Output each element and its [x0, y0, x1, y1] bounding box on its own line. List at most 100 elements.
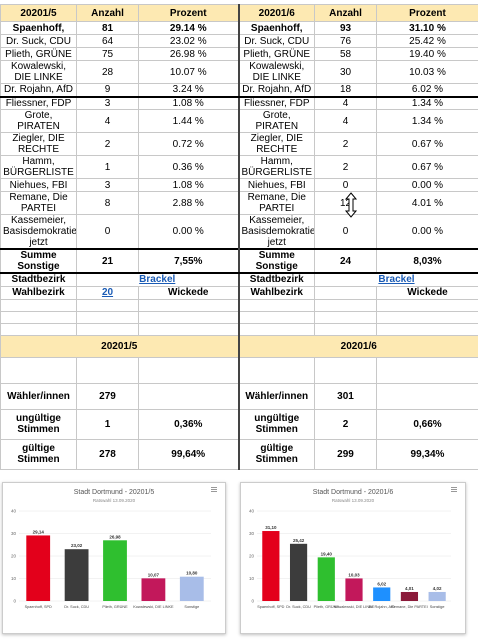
right-summe-label[interactable]: Summe Sonstige: [237, 248, 315, 274]
left-vote-count[interactable]: 8: [76, 191, 139, 215]
right-candidate-name[interactable]: Kassemeier, Basisdemokratie jetzt: [237, 214, 315, 250]
ungueltig-label[interactable]: ungültige Stimmen: [0, 408, 77, 440]
empty-cell[interactable]: [376, 356, 478, 384]
right-count-header[interactable]: Anzahl: [314, 4, 377, 22]
right-candidate-name[interactable]: Dr. Suck, CDU: [237, 34, 315, 48]
left-ungueltig-count[interactable]: 1: [76, 408, 139, 440]
left-candidate-name[interactable]: Remane, Die PARTEI: [0, 191, 77, 215]
empty-cell[interactable]: [314, 298, 377, 312]
right-vote-percent[interactable]: 10.03 %: [376, 60, 478, 84]
right-vote-percent[interactable]: 1.34 %: [376, 96, 478, 110]
left-vote-count[interactable]: 28: [76, 60, 139, 84]
right-vote-percent[interactable]: 25.42 %: [376, 34, 478, 48]
right-vote-count[interactable]: 0: [314, 178, 377, 192]
waehler-label[interactable]: Wähler/innen: [0, 382, 77, 410]
empty-cell[interactable]: [138, 356, 239, 384]
right-vote-percent[interactable]: 4.01 %: [376, 191, 478, 215]
empty-cell[interactable]: [138, 298, 239, 312]
left-percent-header[interactable]: Prozent: [138, 4, 239, 22]
left-district-header[interactable]: 20201/5: [0, 4, 77, 22]
right-candidate-name[interactable]: Kowalewski, DIE LINKE: [237, 60, 315, 84]
right-ungueltig-count[interactable]: 2: [314, 408, 377, 440]
right-vote-percent[interactable]: 6.02 %: [376, 83, 478, 98]
left-vote-count[interactable]: 1: [76, 155, 139, 179]
empty-cell[interactable]: [0, 322, 77, 336]
left-vote-percent[interactable]: 1.08 %: [138, 178, 239, 192]
empty-cell[interactable]: [376, 382, 478, 410]
left-vote-percent[interactable]: 2.88 %: [138, 191, 239, 215]
empty-cell[interactable]: [138, 310, 239, 324]
left-candidate-name[interactable]: Spaenhoff,: [0, 21, 77, 35]
right-waehler-count[interactable]: 301: [314, 382, 377, 410]
left-vote-count[interactable]: 75: [76, 47, 139, 61]
right-vote-count[interactable]: 4: [314, 96, 377, 110]
left-wahlbezirk-name[interactable]: Wickede: [138, 285, 239, 300]
left-summe-percent[interactable]: 7,55%: [138, 248, 239, 274]
left-summary-title[interactable]: 20201/5: [0, 334, 239, 358]
left-vote-count[interactable]: 0: [76, 214, 139, 250]
left-vote-count[interactable]: 9: [76, 83, 139, 98]
right-candidate-name[interactable]: Grote, PIRATEN: [237, 109, 315, 133]
left-vote-percent[interactable]: 1.44 %: [138, 109, 239, 133]
left-candidate-name[interactable]: Ziegler, DIE RECHTE: [0, 132, 77, 156]
left-candidate-name[interactable]: Dr. Suck, CDU: [0, 34, 77, 48]
left-candidate-name[interactable]: Grote, PIRATEN: [0, 109, 77, 133]
right-vote-count[interactable]: 0: [314, 214, 377, 250]
left-candidate-name[interactable]: Dr. Rojahn, AfD: [0, 83, 77, 98]
empty-cell[interactable]: [76, 310, 139, 324]
left-vote-percent[interactable]: 26.98 %: [138, 47, 239, 61]
empty-cell[interactable]: [376, 298, 478, 312]
left-gueltig-count[interactable]: 278: [76, 438, 139, 470]
right-vote-count[interactable]: 30: [314, 60, 377, 84]
right-vote-count[interactable]: 76: [314, 34, 377, 48]
right-gueltig-count[interactable]: 299: [314, 438, 377, 470]
right-vote-count[interactable]: 18: [314, 83, 377, 98]
empty-cell[interactable]: [376, 310, 478, 324]
left-wahlbezirk-link[interactable]: 20: [76, 285, 139, 300]
left-candidate-name[interactable]: Fliessner, FDP: [0, 96, 77, 110]
right-candidate-name[interactable]: Dr. Rojahn, AfD: [237, 83, 315, 98]
empty-cell[interactable]: [0, 356, 77, 384]
left-ungueltig-percent[interactable]: 0,36%: [138, 408, 239, 440]
empty-cell[interactable]: [237, 322, 315, 336]
left-vote-count[interactable]: 3: [76, 178, 139, 192]
empty-cell[interactable]: [76, 322, 139, 336]
right-summary-title[interactable]: 20201/6: [237, 334, 478, 358]
right-candidate-name[interactable]: Fliessner, FDP: [237, 96, 315, 110]
right-vote-count[interactable]: 4: [314, 109, 377, 133]
empty-cell[interactable]: [0, 298, 77, 312]
right-vote-count[interactable]: 2: [314, 132, 377, 156]
right-candidate-name[interactable]: Spaenhoff,: [237, 21, 315, 35]
left-waehler-count[interactable]: 279: [76, 382, 139, 410]
right-gueltig-label[interactable]: gültige Stimmen: [237, 438, 315, 470]
chart-20201-5[interactable]: Stadt Dortmund - 20201/5 Ratswahl 13.09.2…: [2, 482, 226, 634]
left-vote-percent[interactable]: 3.24 %: [138, 83, 239, 98]
right-ungueltig-percent[interactable]: 0,66%: [376, 408, 478, 440]
right-wahlbezirk-value[interactable]: [314, 285, 377, 300]
right-vote-percent[interactable]: 31.10 %: [376, 21, 478, 35]
wahlbezirk-label[interactable]: Wahlbezirk: [0, 285, 77, 300]
chart-20201-6[interactable]: Stadt Dortmund - 20201/6 Ratswahl 13.09.2…: [240, 482, 466, 634]
right-percent-header[interactable]: Prozent: [376, 4, 478, 22]
right-vote-percent[interactable]: 0.00 %: [376, 178, 478, 192]
empty-cell[interactable]: [314, 322, 377, 336]
left-stadtbezirk-link[interactable]: Brackel: [76, 272, 239, 287]
empty-cell[interactable]: [0, 310, 77, 324]
right-vote-percent[interactable]: 0.67 %: [376, 155, 478, 179]
right-vote-count[interactable]: 58: [314, 47, 377, 61]
right-waehler-label[interactable]: Wähler/innen: [237, 382, 315, 410]
right-vote-count[interactable]: 2: [314, 155, 377, 179]
right-stadtbezirk-label[interactable]: Stadtbezirk: [237, 272, 315, 287]
chart-menu-icon[interactable]: [211, 487, 217, 492]
right-wahlbezirk-label[interactable]: Wahlbezirk: [237, 285, 315, 300]
left-vote-percent[interactable]: 29.14 %: [138, 21, 239, 35]
empty-cell[interactable]: [237, 298, 315, 312]
left-candidate-name[interactable]: Niehues, FBI: [0, 178, 77, 192]
left-count-header[interactable]: Anzahl: [76, 4, 139, 22]
stadtbezirk-label[interactable]: Stadtbezirk: [0, 272, 77, 287]
left-candidate-name[interactable]: Kowalewski, DIE LINKE: [0, 60, 77, 84]
left-vote-percent[interactable]: 10.07 %: [138, 60, 239, 84]
empty-cell[interactable]: [237, 310, 315, 324]
gueltig-label[interactable]: gültige Stimmen: [0, 438, 77, 470]
empty-cell[interactable]: [138, 382, 239, 410]
